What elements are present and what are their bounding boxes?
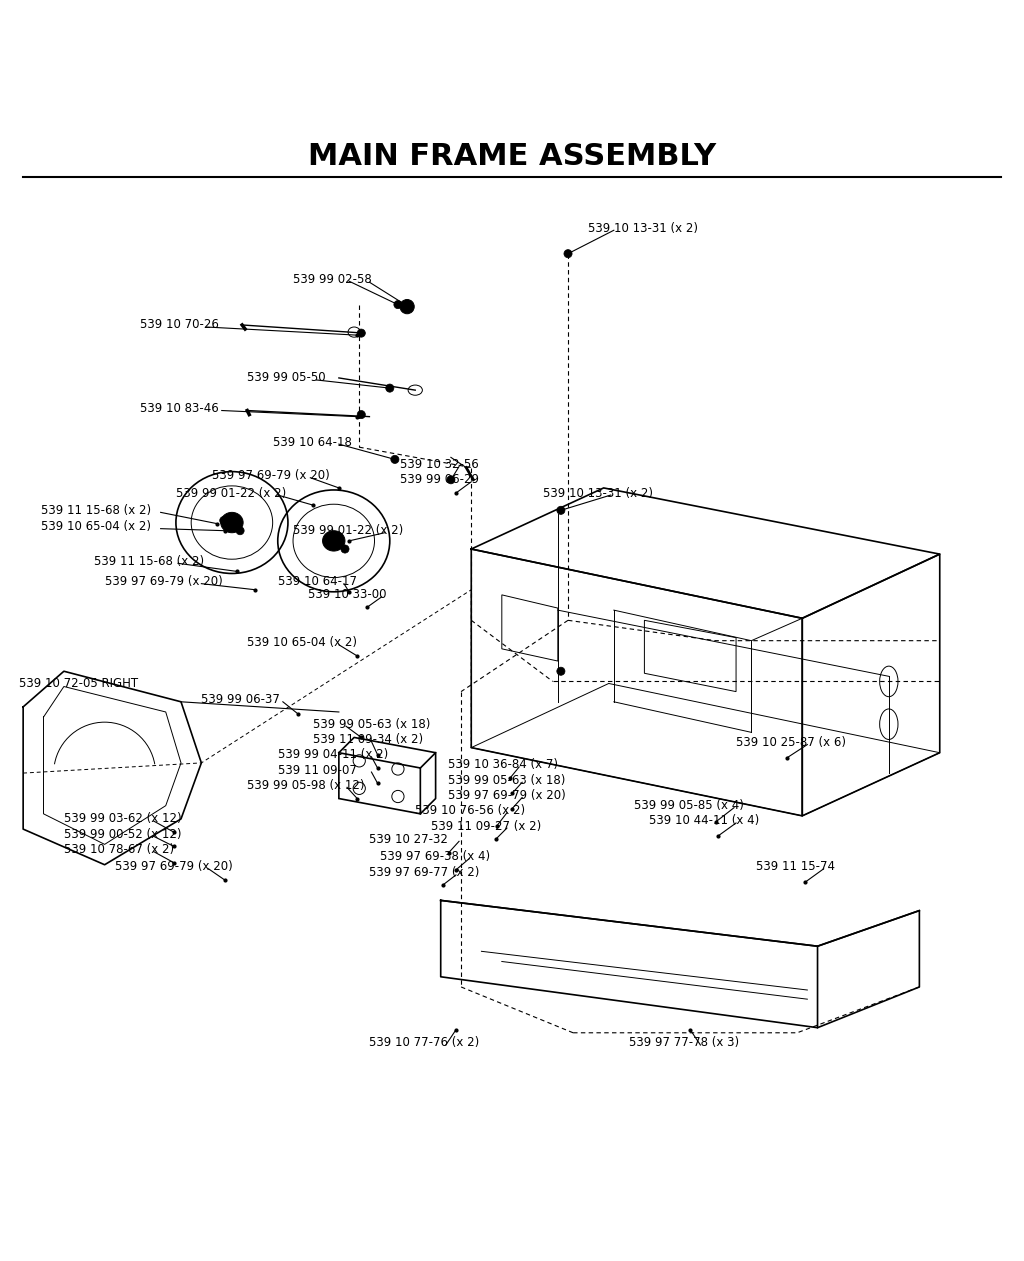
Circle shape	[564, 250, 572, 257]
Circle shape	[557, 506, 565, 514]
Text: 539 10 64-17: 539 10 64-17	[278, 575, 356, 588]
Text: 539 99 05-98 (x 12): 539 99 05-98 (x 12)	[247, 779, 365, 792]
Circle shape	[391, 455, 399, 464]
Text: 539 10 44-11 (x 4): 539 10 44-11 (x 4)	[649, 815, 760, 827]
Text: 539 97 77-78 (x 3): 539 97 77-78 (x 3)	[629, 1037, 739, 1049]
Text: 539 99 06-29: 539 99 06-29	[400, 473, 479, 487]
Circle shape	[341, 545, 349, 554]
Text: 539 11 09-34 (x 2): 539 11 09-34 (x 2)	[313, 733, 424, 747]
Text: 539 10 65-04 (x 2): 539 10 65-04 (x 2)	[42, 520, 152, 533]
Text: 539 10 13-31 (x 2): 539 10 13-31 (x 2)	[589, 222, 698, 235]
Text: 539 99 04-11 (x 2): 539 99 04-11 (x 2)	[278, 748, 388, 762]
Text: 539 10 72-05 RIGHT: 539 10 72-05 RIGHT	[19, 677, 138, 690]
Circle shape	[394, 300, 402, 309]
Text: 539 97 69-79 (x 20): 539 97 69-79 (x 20)	[212, 469, 330, 482]
Text: 539 99 03-62 (x 12): 539 99 03-62 (x 12)	[63, 812, 181, 826]
Text: MAIN FRAME ASSEMBLY: MAIN FRAME ASSEMBLY	[308, 142, 716, 171]
Text: 539 97 69-77 (x 2): 539 97 69-77 (x 2)	[370, 866, 480, 879]
Text: 539 10 78-67 (x 2): 539 10 78-67 (x 2)	[63, 842, 174, 856]
Text: 539 10 33-00: 539 10 33-00	[308, 589, 387, 601]
Text: 539 10 65-04 (x 2): 539 10 65-04 (x 2)	[247, 637, 357, 649]
Text: 539 10 70-26: 539 10 70-26	[140, 319, 219, 332]
Text: 539 99 05-63 (x 18): 539 99 05-63 (x 18)	[313, 718, 431, 730]
Text: 539 99 01-22 (x 2): 539 99 01-22 (x 2)	[293, 525, 403, 537]
Text: 539 97 69-79 (x 20): 539 97 69-79 (x 20)	[115, 860, 232, 874]
Text: 539 10 27-32: 539 10 27-32	[370, 832, 449, 846]
Text: 539 99 05-63 (x 18): 539 99 05-63 (x 18)	[447, 774, 565, 787]
Text: 539 10 13-31 (x 2): 539 10 13-31 (x 2)	[543, 487, 652, 499]
Text: 539 11 09-07: 539 11 09-07	[278, 763, 356, 777]
Circle shape	[220, 517, 228, 525]
Ellipse shape	[221, 512, 243, 532]
Text: 539 11 15-68 (x 2): 539 11 15-68 (x 2)	[94, 555, 205, 567]
Text: 539 97 69-38 (x 4): 539 97 69-38 (x 4)	[380, 850, 489, 863]
Circle shape	[386, 385, 394, 392]
Circle shape	[325, 535, 333, 543]
Text: 539 97 69-79 (x 20): 539 97 69-79 (x 20)	[447, 789, 565, 802]
Text: 539 11 15-74: 539 11 15-74	[757, 860, 836, 874]
Circle shape	[557, 667, 565, 676]
Text: 539 99 05-50: 539 99 05-50	[247, 372, 326, 385]
Text: 539 10 25-87 (x 6): 539 10 25-87 (x 6)	[736, 736, 846, 749]
Circle shape	[236, 527, 244, 535]
Text: 539 99 06-37: 539 99 06-37	[202, 694, 281, 706]
Text: 539 97 69-79 (x 20): 539 97 69-79 (x 20)	[104, 575, 222, 588]
Text: 539 99 00-52 (x 12): 539 99 00-52 (x 12)	[63, 827, 181, 841]
Text: 539 10 36-84 (x 7): 539 10 36-84 (x 7)	[447, 758, 558, 772]
Text: 539 10 83-46: 539 10 83-46	[140, 402, 219, 415]
Circle shape	[400, 300, 415, 314]
Text: 539 10 64-18: 539 10 64-18	[272, 435, 351, 449]
Text: 539 10 77-76 (x 2): 539 10 77-76 (x 2)	[370, 1037, 479, 1049]
Circle shape	[446, 475, 455, 484]
Circle shape	[357, 411, 366, 419]
Text: 539 99 05-85 (x 4): 539 99 05-85 (x 4)	[634, 799, 744, 812]
Ellipse shape	[323, 531, 345, 551]
Text: 539 11 15-68 (x 2): 539 11 15-68 (x 2)	[42, 504, 152, 517]
Text: 539 99 01-22 (x 2): 539 99 01-22 (x 2)	[176, 487, 286, 499]
Text: 539 99 02-58: 539 99 02-58	[293, 272, 372, 286]
Text: 539 10 32-56: 539 10 32-56	[400, 458, 479, 472]
Text: 539 10 76-56 (x 2): 539 10 76-56 (x 2)	[416, 805, 525, 817]
Text: 539 11 09-27 (x 2): 539 11 09-27 (x 2)	[430, 820, 541, 832]
Circle shape	[357, 329, 366, 337]
